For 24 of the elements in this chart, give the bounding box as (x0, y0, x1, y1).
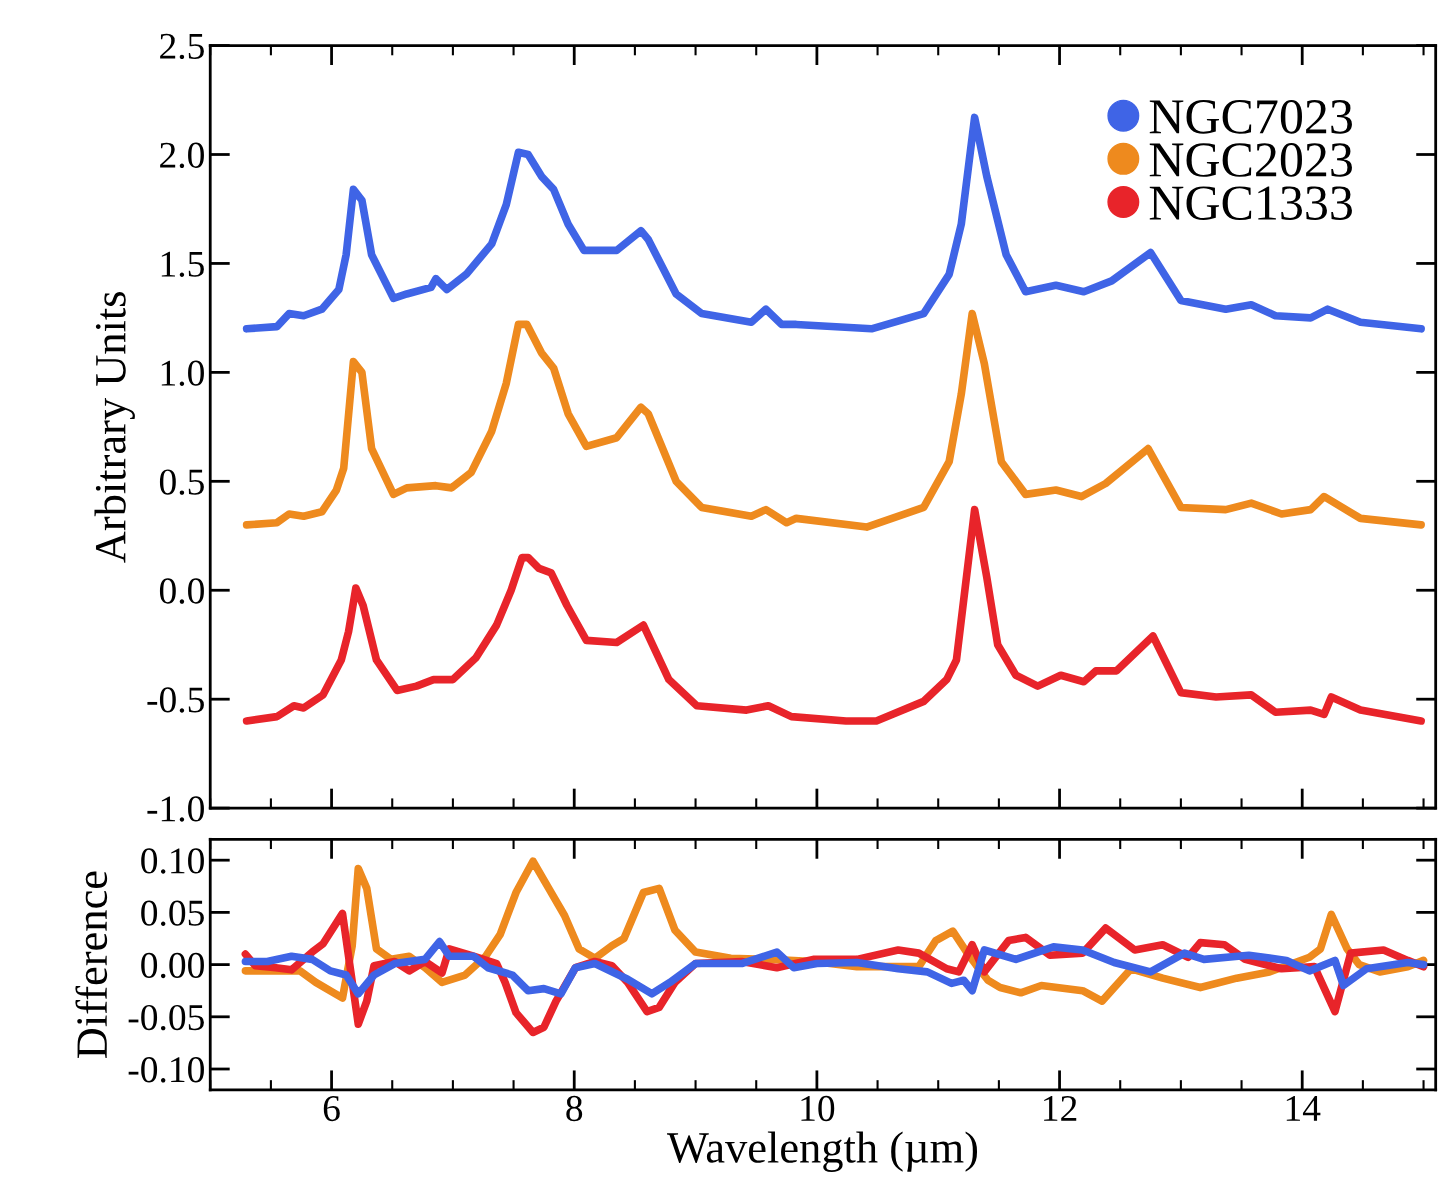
x-tick-label: 8 (566, 1095, 583, 1122)
y-tick-label: 0.05 (141, 900, 204, 926)
x-tick-label: 6 (323, 1095, 340, 1122)
legend-label: NGC1333 (1149, 186, 1352, 220)
y-tick-label: 2.0 (160, 142, 204, 169)
y-tick-label: 2.5 (160, 33, 204, 60)
y-tick-label: 0.10 (141, 848, 204, 874)
legend-label: NGC2023 (1149, 143, 1352, 177)
y-tick-label: -1.0 (147, 796, 204, 822)
y-tick-label: 1.0 (161, 360, 204, 386)
y-tick-label: -0.05 (128, 1004, 204, 1031)
x-tick-label: 12 (1044, 1095, 1077, 1121)
y-axis-title: Difference (75, 871, 108, 1058)
legend-label: NGC7023 (1149, 99, 1352, 134)
y-tick-label: 0.0 (159, 578, 204, 604)
y-tick-label: 0.5 (159, 469, 204, 495)
x-tick-label: 14 (1286, 1096, 1321, 1121)
x-axis-title: Wavelength (µm) (666, 1131, 978, 1172)
y-axis-title: Arbitrary Units (94, 292, 135, 563)
x-tick-label: 10 (801, 1095, 835, 1122)
y-tick-label: -0.10 (128, 1057, 204, 1083)
y-tick-label: 0.00 (141, 952, 204, 979)
y-tick-label: 1.5 (161, 251, 204, 277)
y-tick-label: -0.5 (147, 687, 204, 713)
